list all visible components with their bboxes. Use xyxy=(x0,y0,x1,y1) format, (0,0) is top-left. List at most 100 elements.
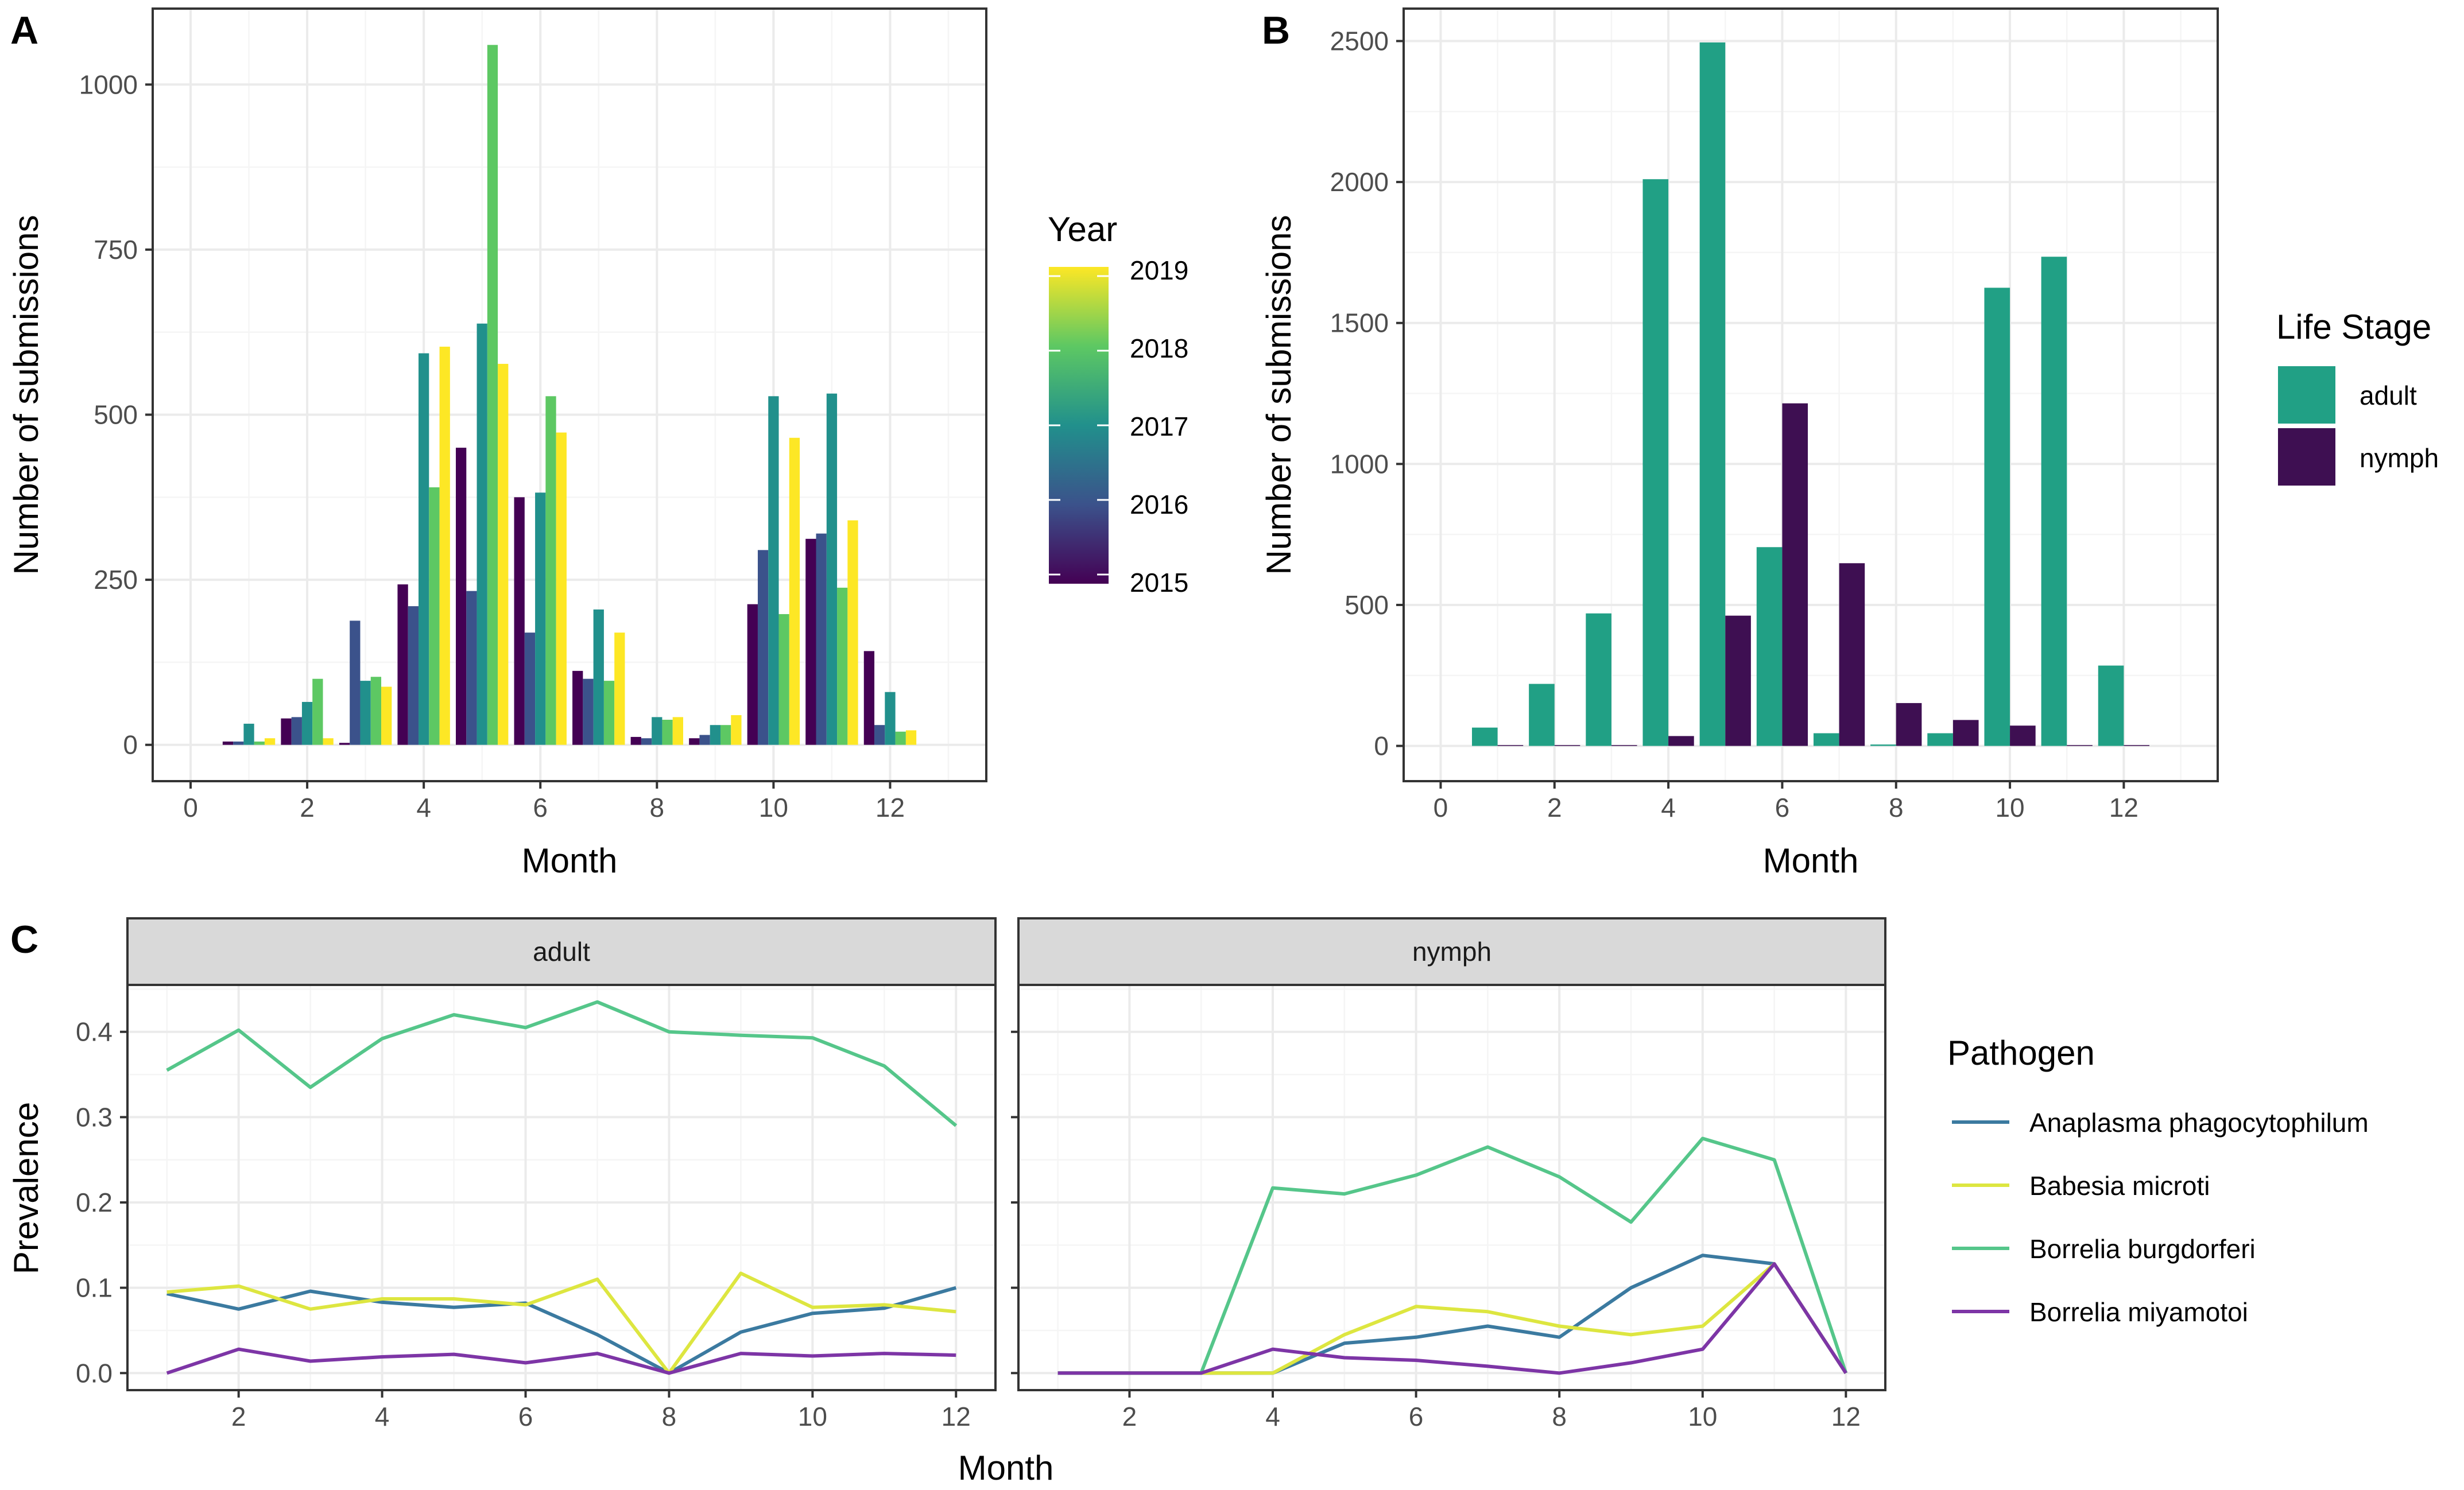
legend-year-label-2015: 2015 xyxy=(1130,568,1188,597)
bar-a-2015-month-1 xyxy=(222,741,234,745)
bar-a-2017-month-4 xyxy=(419,353,429,745)
bar-a-2016-month-11 xyxy=(816,533,827,745)
panel-a-grid xyxy=(153,9,986,781)
panel-c-xlabel: Month xyxy=(958,1449,1054,1487)
x-tick-label: 6 xyxy=(1409,1402,1424,1431)
facet-strip-nymph xyxy=(1017,917,1886,986)
panel-a-bars xyxy=(222,45,917,745)
y-tick-label: 750 xyxy=(94,235,138,265)
x-tick-label: 10 xyxy=(1995,793,2024,822)
bar-a-2016-month-1 xyxy=(233,741,244,745)
legend-label-anaplasma: Anaplasma phagocytophilum xyxy=(2029,1108,2369,1138)
panel-c-adult-lines xyxy=(166,1000,958,1375)
legend-label-nymph: nymph xyxy=(2360,443,2439,473)
bar-a-2016-month-7 xyxy=(583,678,594,745)
bar-a-2018-month-1 xyxy=(254,741,265,745)
bar-a-2015-month-12 xyxy=(863,651,875,745)
bar-a-2015-month-8 xyxy=(630,736,641,745)
bar-a-2017-month-5 xyxy=(476,323,487,745)
x-tick-label: 8 xyxy=(650,793,665,822)
x-tick-label: 10 xyxy=(798,1402,827,1431)
bar-b-adult-month-7 xyxy=(1813,733,1839,746)
y-tick-label: 2000 xyxy=(1330,167,1389,197)
x-tick-label: 0 xyxy=(1434,793,1448,822)
bar-b-adult-month-2 xyxy=(1529,684,1555,746)
bar-b-adult-month-6 xyxy=(1756,547,1783,746)
bar-a-2015-month-4 xyxy=(397,584,408,745)
bar-a-2017-month-7 xyxy=(593,609,604,745)
panel-a-letter: A xyxy=(10,9,38,52)
y-tick-label: 2500 xyxy=(1330,26,1389,56)
bar-b-adult-month-11 xyxy=(2041,257,2067,746)
panel-a-xlabel: Month xyxy=(522,841,618,880)
y-tick-label: 0.4 xyxy=(76,1017,113,1047)
x-tick-label: 6 xyxy=(1775,793,1790,822)
panel-a-ylabel: Number of submissions xyxy=(7,215,45,575)
line-adult-babesia-microti xyxy=(166,1271,956,1375)
y-tick-label: 500 xyxy=(94,400,138,430)
x-tick-label: 4 xyxy=(1265,1402,1280,1431)
bar-a-2015-month-9 xyxy=(689,738,700,745)
bar-a-2016-month-2 xyxy=(291,717,302,745)
bar-a-2019-month-12 xyxy=(905,730,917,745)
bar-a-2015-month-11 xyxy=(805,538,816,745)
bar-a-2015-month-6 xyxy=(514,497,525,745)
bar-a-2018-month-12 xyxy=(895,731,906,745)
bar-a-2016-month-4 xyxy=(408,606,419,745)
panel-c-adult-grid xyxy=(127,985,995,1390)
line-nymph-anaplasma-phagocytophilum xyxy=(1057,1254,1847,1375)
bar-b-nymph-month-7 xyxy=(1839,563,1865,746)
bar-b-adult-month-5 xyxy=(1699,42,1726,746)
panel-b-xlabel: Month xyxy=(1763,841,1859,880)
panel-b-frame xyxy=(1403,7,2219,782)
bar-a-2018-month-11 xyxy=(837,587,848,745)
bar-a-2018-month-8 xyxy=(662,720,673,745)
facet-strip-adult-label: adult xyxy=(533,937,590,967)
y-tick-label: 0.3 xyxy=(76,1102,113,1132)
y-tick-label: 0.1 xyxy=(76,1273,113,1303)
x-tick-label: 4 xyxy=(1661,793,1676,822)
bar-a-2019-month-2 xyxy=(323,738,334,745)
bar-a-2017-month-6 xyxy=(535,492,546,745)
bar-a-2018-month-5 xyxy=(487,45,498,745)
bar-a-2019-month-5 xyxy=(498,363,509,745)
legend-year-label-2017: 2017 xyxy=(1130,412,1188,441)
y-tick-label: 0.0 xyxy=(76,1358,113,1388)
bar-a-2019-month-10 xyxy=(789,437,800,745)
bar-a-2017-month-3 xyxy=(360,681,371,745)
bar-a-2019-month-8 xyxy=(672,717,683,745)
panel-b-axes: 0 2 4 6 8 10 12 0 500 1000 1500 2000 2500 xyxy=(1330,26,2138,822)
line-adult-borrelia-burgdorferi xyxy=(166,1000,958,1127)
bar-a-2016-month-3 xyxy=(350,620,361,745)
bar-b-nymph-month-11 xyxy=(2067,745,2093,746)
x-tick-label: 10 xyxy=(759,793,788,822)
facet-strip-nymph-label: nymph xyxy=(1412,937,1491,967)
bar-a-2016-month-6 xyxy=(524,633,536,745)
x-tick-label: 6 xyxy=(533,793,548,822)
bar-b-adult-month-4 xyxy=(1642,179,1669,746)
bar-a-2019-month-6 xyxy=(556,432,567,745)
panel-b-bars xyxy=(1471,42,2150,746)
x-tick-label: 10 xyxy=(1688,1402,1717,1431)
bar-a-2016-month-10 xyxy=(757,550,769,745)
bar-b-nymph-month-5 xyxy=(1725,615,1751,746)
x-tick-label: 8 xyxy=(1889,793,1904,822)
bar-a-2017-month-8 xyxy=(652,717,663,745)
legend-year-ticks xyxy=(1049,275,1109,576)
legend-pathogen-title: Pathogen xyxy=(1947,1034,2095,1072)
x-tick-label: 4 xyxy=(375,1402,390,1431)
x-tick-label: 0 xyxy=(183,793,198,822)
bar-a-2018-month-2 xyxy=(312,678,323,745)
bar-a-2015-month-2 xyxy=(281,718,292,745)
bar-b-nymph-month-8 xyxy=(1896,703,1922,746)
bar-a-2016-month-8 xyxy=(641,738,652,745)
y-tick-label: 500 xyxy=(1345,590,1389,620)
panel-b-letter: B xyxy=(1262,9,1290,52)
bar-b-nymph-month-3 xyxy=(1611,745,1637,746)
bar-a-2018-month-4 xyxy=(429,487,440,745)
y-tick-label: 0 xyxy=(123,730,138,760)
legend-year-label-2016: 2016 xyxy=(1130,490,1188,519)
facet-strip-adult xyxy=(126,917,997,986)
bar-a-2019-month-11 xyxy=(847,520,858,745)
panel-a-frame xyxy=(152,7,987,782)
